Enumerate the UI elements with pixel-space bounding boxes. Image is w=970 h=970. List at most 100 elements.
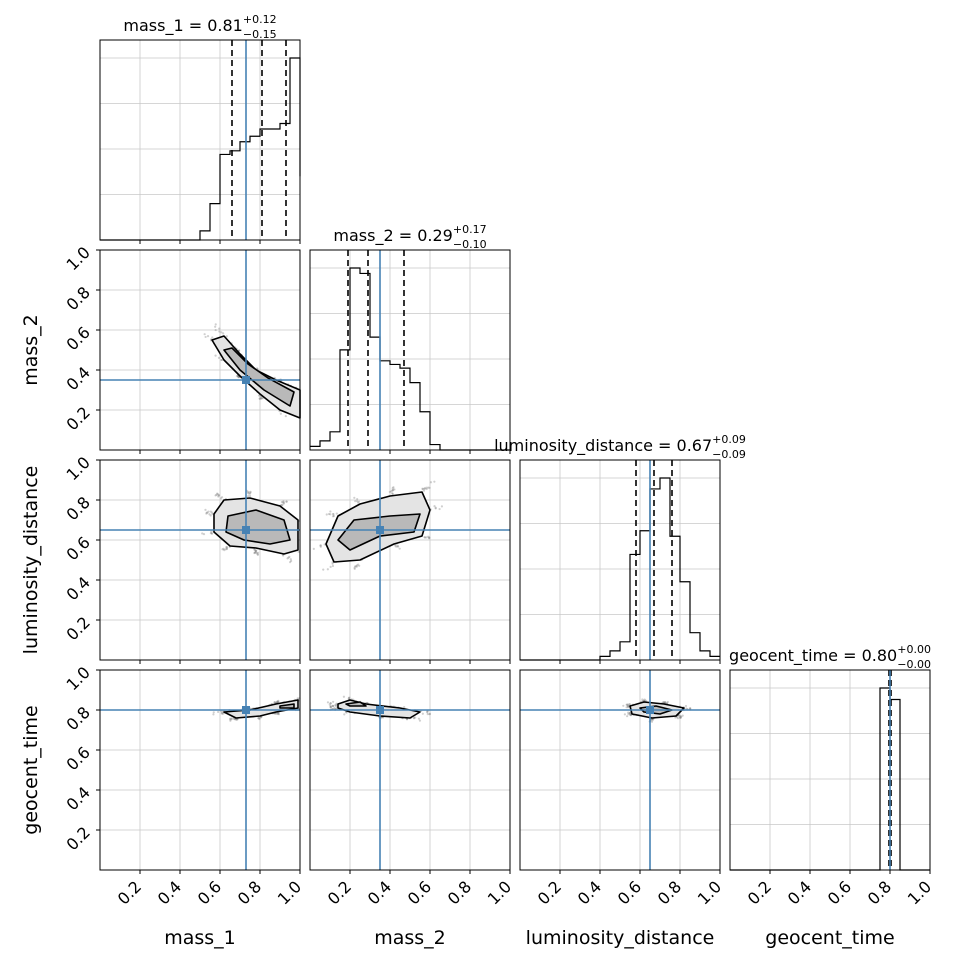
- scatter-point: [685, 707, 688, 710]
- scatter-point: [353, 566, 356, 569]
- scatter-point: [626, 715, 629, 718]
- scatter-point: [627, 711, 630, 714]
- y-tick-label: 0.6: [62, 533, 93, 564]
- scatter-point: [394, 545, 397, 548]
- scatter-point: [235, 718, 238, 721]
- scatter-point: [663, 701, 667, 704]
- panel-title-main: mass_2 = 0.29: [333, 226, 452, 246]
- scatter-point: [629, 713, 632, 716]
- scatter-point: [277, 700, 280, 703]
- scatter-point: [219, 497, 223, 500]
- scatter-point: [230, 717, 233, 720]
- scatter-point: [626, 706, 630, 709]
- x-tick-label: 1.0: [484, 877, 515, 908]
- scatter-point: [689, 707, 692, 710]
- scatter-point: [211, 532, 214, 535]
- scatter-point: [257, 717, 260, 720]
- contour-level-1: [345, 701, 367, 707]
- scatter-panel-mass_1-mass_2: 0.2 0.4 0.6 0.8 1.0: [62, 243, 301, 454]
- y-tick-label: 0.2: [62, 823, 93, 854]
- scatter-point: [289, 561, 292, 564]
- scatter-point: [388, 490, 391, 494]
- scatter-point: [354, 500, 357, 503]
- scatter-point: [434, 506, 437, 509]
- scatter-point: [230, 718, 233, 721]
- scatter-point: [236, 718, 239, 721]
- scatter-point: [285, 500, 288, 503]
- scatter-point: [329, 565, 332, 568]
- scatter-point: [396, 544, 399, 547]
- scatter-point: [335, 702, 338, 705]
- truth-marker: [376, 706, 384, 714]
- scatter-point: [412, 717, 416, 720]
- scatter-point: [212, 711, 215, 714]
- scatter-point: [221, 548, 224, 551]
- scatter-point: [225, 546, 228, 549]
- scatter-point: [650, 718, 653, 721]
- scatter-point: [423, 487, 426, 490]
- scatter-point: [329, 705, 332, 709]
- scatter-point: [357, 500, 361, 503]
- scatter-point: [427, 535, 430, 538]
- scatter-point: [328, 703, 331, 706]
- scatter-point: [246, 491, 250, 494]
- scatter-point: [220, 358, 224, 362]
- hist-panel-geocent_time: geocent_time = 0.80+0.00−0.000.2 0.4 0.6 0.…: [729, 643, 935, 908]
- scatter-point: [326, 568, 329, 571]
- scatter-point: [676, 717, 680, 720]
- scatter-point: [286, 557, 289, 560]
- scatter-point: [344, 711, 348, 714]
- scatter-point: [628, 703, 631, 706]
- panel-title-upper: +0.00: [897, 643, 931, 656]
- scatter-point: [214, 328, 217, 332]
- scatter-point: [260, 397, 263, 400]
- scatter-point: [421, 487, 424, 490]
- scatter-point: [258, 717, 261, 721]
- scatter-point: [276, 700, 279, 703]
- truth-marker: [242, 376, 250, 384]
- y-tick-label: 0.4: [62, 573, 93, 604]
- scatter-point: [391, 489, 394, 492]
- scatter-point: [391, 489, 394, 492]
- x-tick-label: 1.0: [274, 877, 305, 908]
- scatter-point: [353, 496, 356, 499]
- scatter-point: [256, 553, 260, 556]
- scatter-point: [662, 701, 666, 704]
- x-tick-label: 0.2: [114, 877, 145, 908]
- scatter-point: [284, 415, 287, 418]
- scatter-point: [282, 500, 285, 503]
- scatter-point: [287, 556, 290, 559]
- scatter-point: [225, 335, 228, 338]
- y-tick-label: 0.4: [62, 363, 93, 394]
- scatter-point: [277, 713, 281, 716]
- scatter-point: [237, 376, 240, 379]
- scatter-point: [296, 697, 299, 700]
- scatter-point: [428, 712, 432, 716]
- scatter-point: [247, 494, 250, 498]
- scatter-point: [201, 532, 204, 535]
- scatter-point: [217, 494, 220, 497]
- scatter-point: [353, 567, 356, 571]
- scatter-point: [333, 707, 336, 710]
- scatter-point: [628, 712, 631, 715]
- y-tick-label: 0.2: [62, 403, 93, 434]
- y-tick-label: 0.2: [62, 613, 93, 644]
- scatter-point: [343, 713, 346, 716]
- scatter-point: [276, 701, 279, 704]
- hist-panel-mass_2: mass_2 = 0.29+0.17−0.10: [309, 223, 511, 454]
- panel-title-main: mass_1 = 0.81: [123, 16, 242, 36]
- x-tick-label: 0.8: [234, 877, 265, 908]
- scatter-point: [257, 716, 260, 720]
- scatter-point: [356, 500, 359, 503]
- scatter-point: [665, 701, 668, 704]
- scatter-point: [440, 505, 444, 508]
- scatter-point: [625, 703, 628, 706]
- scatter-point: [256, 367, 259, 370]
- scatter-point: [258, 397, 261, 400]
- scatter-point: [679, 716, 682, 719]
- scatter-point: [238, 349, 241, 352]
- scatter-point: [356, 497, 359, 501]
- scatter-point: [205, 511, 208, 514]
- scatter-point: [206, 334, 210, 338]
- scatter-point: [276, 712, 280, 715]
